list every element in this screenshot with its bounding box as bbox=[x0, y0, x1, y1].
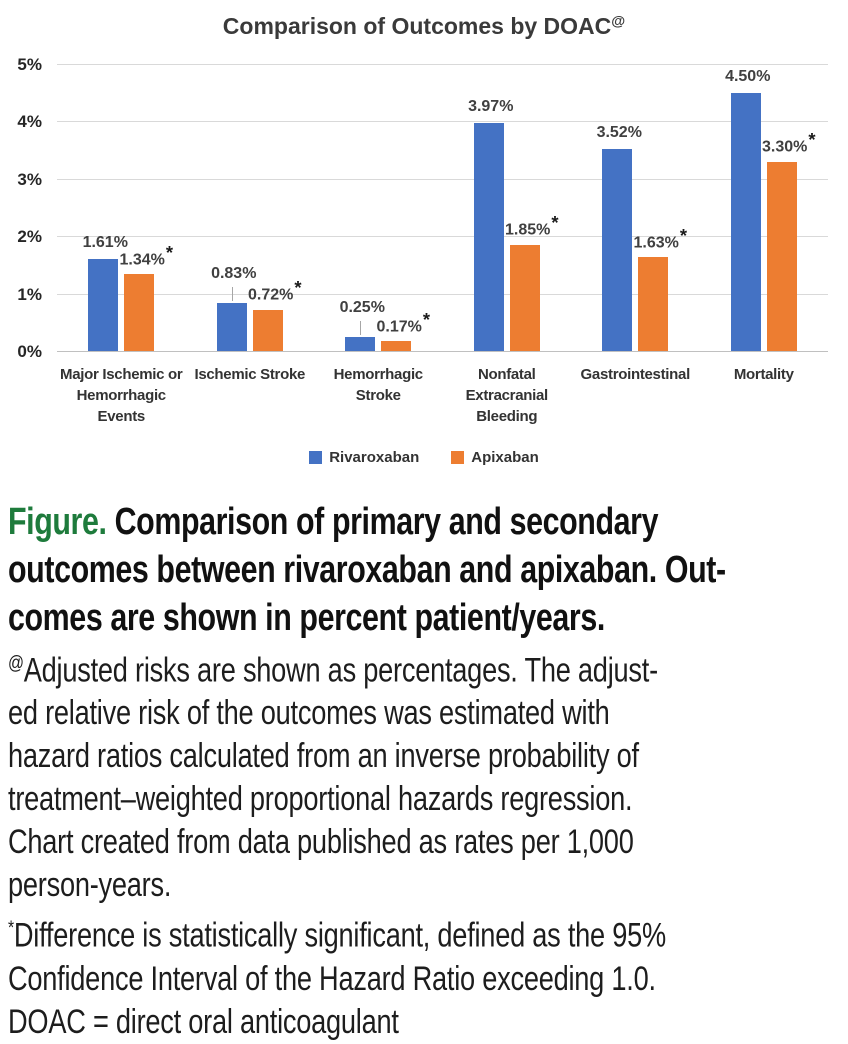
apixaban-bar bbox=[509, 244, 540, 351]
gridline bbox=[57, 236, 828, 238]
significance-asterisk: * bbox=[679, 225, 688, 247]
footnote-at-marker: @ bbox=[8, 652, 24, 674]
x-axis-line bbox=[57, 351, 828, 352]
chart-title: Comparison of Outcomes by DOAC@ bbox=[0, 13, 848, 40]
rivaroxaban-value-label: 4.50% bbox=[725, 68, 770, 86]
value-text: 3.52% bbox=[596, 123, 642, 141]
value-text: 4.50% bbox=[725, 67, 771, 85]
outcomes-bar-chart: Comparison of Outcomes by DOAC@ 0% 1% 2% 3%… bbox=[0, 0, 848, 492]
category-label: Hemorrhagic Stroke bbox=[333, 366, 424, 404]
significance-asterisk: * bbox=[422, 308, 431, 330]
apixaban-bar bbox=[124, 274, 155, 351]
rivaroxaban-bar bbox=[216, 303, 247, 351]
gridline bbox=[57, 64, 828, 65]
chart-title-text: Comparison of Outcomes by DOAC bbox=[222, 13, 612, 39]
y-tick-label: 3% bbox=[17, 169, 42, 189]
footnote-asterisk-text: Difference is statistically significant,… bbox=[8, 916, 666, 998]
y-tick-label: 0% bbox=[17, 342, 42, 361]
apixaban-bar bbox=[252, 309, 283, 351]
apixaban-value-label: 0.72%* bbox=[248, 276, 302, 304]
legend-swatch-apixaban bbox=[451, 451, 465, 464]
footnote-doac-definition: DOAC = direct oral anticoagulant bbox=[8, 1001, 840, 1044]
significance-asterisk: * bbox=[808, 129, 816, 151]
category-label: Nonfatal Extracranial Bleeding bbox=[465, 366, 549, 425]
significance-asterisk: * bbox=[551, 212, 559, 234]
apixaban-value-label: 1.34%* bbox=[119, 241, 173, 269]
footnote-adjusted-risks: @Adjusted risks are shown as percentages… bbox=[8, 642, 840, 907]
value-text: 1.63% bbox=[633, 234, 679, 252]
footnote-doac-text: DOAC = direct oral anticoagulant bbox=[8, 1002, 399, 1041]
value-text: 0.25% bbox=[339, 298, 385, 316]
figure-text-block: Figure. Comparison of primary and second… bbox=[0, 492, 848, 1044]
legend-item-rivaroxaban: Rivaroxaban bbox=[309, 449, 419, 466]
category-label: Ischemic Stroke bbox=[194, 366, 306, 383]
category-label: Major Ischemic or Hemorrhagic Events bbox=[60, 366, 183, 425]
rivaroxaban-bar bbox=[345, 336, 376, 351]
y-tick-label: 2% bbox=[17, 227, 42, 247]
rivaroxaban-bar bbox=[88, 258, 119, 351]
gridline bbox=[57, 178, 828, 180]
x-axis-labels: Major Ischemic or Hemorrhagic Events Isch… bbox=[57, 364, 828, 427]
rivaroxaban-value-label: 0.25% bbox=[340, 299, 385, 317]
figure-caption-text: Comparison of primary and secondary outc… bbox=[8, 501, 726, 639]
value-text: 0.83% bbox=[211, 265, 257, 283]
rivaroxaban-bar bbox=[473, 123, 504, 351]
apixaban-value-label: 0.17%* bbox=[376, 308, 430, 336]
label-leader-line bbox=[360, 320, 362, 335]
value-text: 3.97% bbox=[468, 98, 514, 116]
apixaban-value-label: 1.85%* bbox=[505, 211, 559, 239]
value-text: 1.61% bbox=[82, 233, 128, 251]
rivaroxaban-value-label: 3.52% bbox=[597, 124, 642, 142]
footnote-at-text: Adjusted risks are shown as percentages.… bbox=[8, 651, 658, 905]
value-text: 0.72% bbox=[247, 286, 294, 304]
rivaroxaban-value-label: 3.97% bbox=[468, 98, 513, 116]
value-text: 3.30% bbox=[761, 138, 808, 156]
legend-item-apixaban: Apixaban bbox=[451, 449, 539, 466]
footnote-significance: *Difference is statistically significant… bbox=[8, 907, 840, 1000]
footnote-asterisk-marker: * bbox=[8, 917, 14, 940]
apixaban-bar bbox=[638, 257, 669, 351]
apixaban-value-label: 1.63%* bbox=[633, 224, 687, 252]
plot-area: 1.61% 0.83% 0.25% 3.97% 3.52% 4.50% 1.34%* 0.72… bbox=[57, 64, 828, 352]
gridline bbox=[57, 293, 828, 295]
apixaban-value-label: 3.30%* bbox=[762, 128, 816, 156]
category-label: Mortality bbox=[733, 366, 794, 383]
label-leader-line bbox=[231, 287, 233, 302]
figure-caption-label: Figure. bbox=[8, 501, 107, 543]
rivaroxaban-bar bbox=[730, 92, 761, 351]
y-tick-label: 1% bbox=[17, 284, 42, 304]
value-text: 1.85% bbox=[504, 221, 551, 239]
gridline bbox=[57, 121, 828, 123]
y-tick-label: 4% bbox=[17, 112, 42, 132]
value-text: 0.17% bbox=[376, 318, 422, 336]
rivaroxaban-value-label: 1.61% bbox=[83, 234, 128, 252]
legend-label: Rivaroxaban bbox=[329, 449, 420, 466]
figure-caption: Figure. Comparison of primary and second… bbox=[8, 498, 840, 642]
y-tick-label: 5% bbox=[17, 55, 42, 74]
significance-asterisk: * bbox=[165, 241, 174, 263]
apixaban-bar bbox=[766, 161, 797, 351]
rivaroxaban-value-label: 0.83% bbox=[211, 265, 256, 283]
legend: Rivaroxaban Apixaban bbox=[0, 449, 848, 466]
significance-asterisk: * bbox=[294, 277, 302, 299]
chart-title-superscript: @ bbox=[611, 13, 626, 30]
category-label: Gastrointestinal bbox=[580, 366, 691, 383]
value-text: 1.34% bbox=[119, 251, 165, 269]
apixaban-bar bbox=[381, 341, 412, 351]
y-axis: 0% 1% 2% 3% 4% 5% bbox=[0, 0, 46, 492]
legend-swatch-rivaroxaban bbox=[309, 451, 323, 464]
legend-label: Apixaban bbox=[471, 449, 539, 466]
rivaroxaban-bar bbox=[602, 148, 633, 351]
